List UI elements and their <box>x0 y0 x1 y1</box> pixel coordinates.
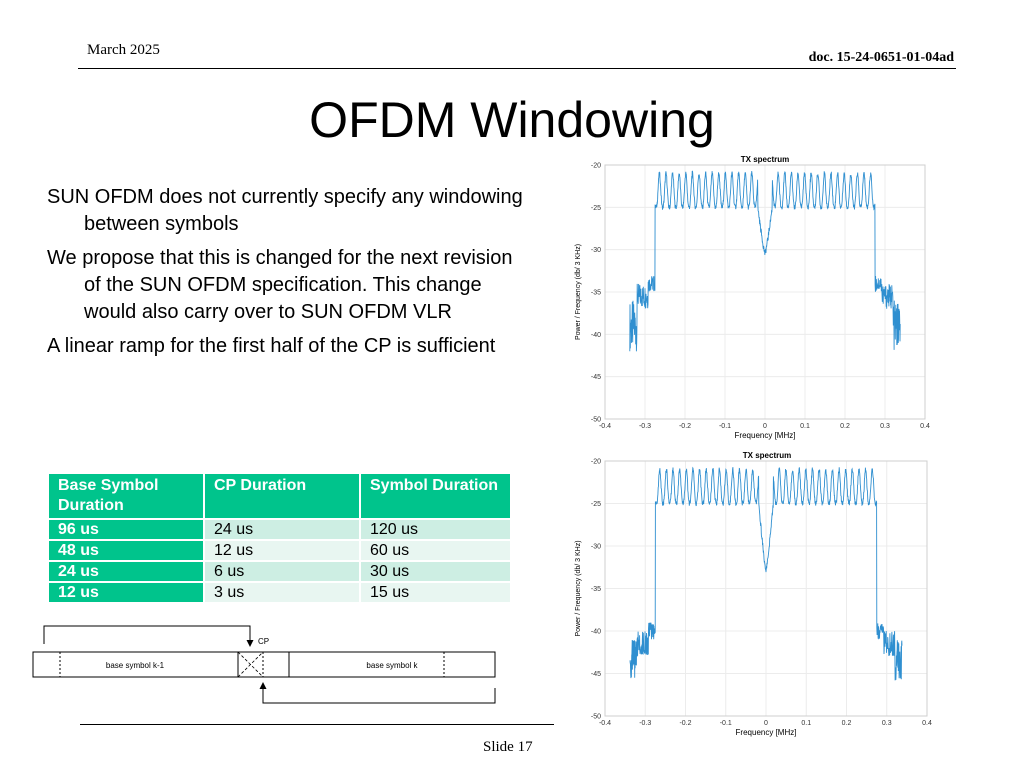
y-tick-label: -20 <box>591 163 601 170</box>
y-tick-label: -30 <box>591 247 601 254</box>
cp-window-diagram: CP base symbol k-1 base symbol k <box>32 625 496 704</box>
table-cell: 96 us <box>47 518 205 541</box>
x-tick-label: -0.1 <box>719 423 731 430</box>
slide-number: Slide 17 <box>483 739 533 755</box>
y-tick-label: -30 <box>591 544 601 551</box>
chart-title: TX spectrum <box>741 155 789 164</box>
table-row: 96 us 24 us 120 us <box>47 518 512 541</box>
tx-spectrum-chart-1: TX spectrum -20-25-30-35-40-45-50 -0.4 -0… <box>575 155 930 440</box>
cp-label: CP <box>258 637 269 646</box>
y-tick-label: -35 <box>591 290 601 297</box>
x-tick-labels: -0.4 -0.3 -0.2 -0.1 0 0.1 0.2 0.3 0.4 <box>599 720 932 727</box>
y-tick-label: -45 <box>591 671 601 678</box>
table-cell: 48 us <box>47 539 205 562</box>
bullet-item: SUN OFDM does not currently specify any … <box>47 186 523 235</box>
x-tick-label: -0.2 <box>679 720 691 727</box>
y-tick-label: -40 <box>591 332 601 339</box>
table-header-cell: CP Duration <box>203 472 361 520</box>
table-cell: 6 us <box>203 560 361 583</box>
chart-title: TX spectrum <box>743 451 791 460</box>
y-tick-label: -35 <box>591 586 601 593</box>
table-cell: 15 us <box>359 581 512 604</box>
x-tick-label: -0.2 <box>679 423 691 430</box>
spectrum-line <box>629 170 901 352</box>
bullet-list: SUN OFDM does not currently specify any … <box>47 184 527 367</box>
table-cell: 3 us <box>203 581 361 604</box>
plot-frame <box>604 164 926 420</box>
y-axis-label: Power / Frequency (db/ 3 KHz) <box>575 540 582 636</box>
y-tick-label: -40 <box>591 629 601 636</box>
slide-title: OFDM Windowing <box>309 92 715 148</box>
block-label-k: base symbol k <box>366 661 418 670</box>
x-tick-label: 0.1 <box>801 720 811 727</box>
header-divider <box>78 68 956 69</box>
chart-grid <box>604 164 926 420</box>
x-axis-label: Frequency [MHz] <box>736 728 797 737</box>
table-row: 12 us 3 us 15 us <box>47 581 512 604</box>
x-tick-label: -0.1 <box>720 720 732 727</box>
y-tick-label: -50 <box>591 417 601 424</box>
x-tick-label: -0.4 <box>599 720 611 727</box>
table-header-cell: Symbol Duration <box>359 472 512 520</box>
tx-spectrum-chart-2: TX spectrum -20-25-30-35-40-45-50 -0.4 -0… <box>575 451 932 737</box>
header-date: March 2025 <box>87 42 160 58</box>
table-header-cell: Base Symbol Duration <box>47 472 205 520</box>
table-cell: 24 us <box>203 518 361 541</box>
x-tick-label: 0 <box>763 423 767 430</box>
x-tick-label: 0.1 <box>800 423 810 430</box>
table-cell: 12 us <box>47 581 205 604</box>
y-tick-labels: -20 -25 -30 -35 -40 -45 -50 <box>591 459 601 721</box>
plot-frame <box>604 460 928 717</box>
spectrum-line <box>629 466 903 681</box>
y-tick-label: -25 <box>591 501 601 508</box>
y-axis-label: Power / Frequency (db/ 3 KHz) <box>575 244 582 340</box>
table-row: 24 us 6 us 30 us <box>47 560 512 583</box>
durations-table: Base Symbol Duration CP Duration Symbol … <box>47 472 512 604</box>
x-tick-label: 0 <box>764 720 768 727</box>
x-tick-labels: -0.4 -0.3 -0.2 -0.1 0 0.1 0.2 0.3 0.4 <box>599 423 930 430</box>
x-tick-label: 0.2 <box>840 423 850 430</box>
cp-copy-arrow-top <box>43 625 254 647</box>
table-row: 48 us 12 us 60 us <box>47 539 512 562</box>
y-tick-label: -45 <box>591 374 601 381</box>
bullet-item: We propose that this is changed for the … <box>47 247 513 323</box>
y-tick-label: -20 <box>591 459 601 466</box>
chart-grid <box>604 460 928 717</box>
bullet-item: A linear ramp for the first half of the … <box>47 335 496 357</box>
table-cell: 60 us <box>359 539 512 562</box>
y-tick-label: -25 <box>591 205 601 212</box>
x-tick-label: -0.3 <box>639 423 651 430</box>
x-tick-label: -0.4 <box>599 423 611 430</box>
table-cell: 30 us <box>359 560 512 583</box>
x-tick-label: 0.4 <box>920 423 930 430</box>
x-tick-label: -0.3 <box>639 720 651 727</box>
x-tick-label: 0.3 <box>880 423 890 430</box>
x-tick-label: 0.4 <box>922 720 932 727</box>
x-axis-label: Frequency [MHz] <box>735 431 796 440</box>
cp-copy-arrow-bottom <box>259 682 496 704</box>
block-label-k-1: base symbol k-1 <box>106 661 165 670</box>
y-tick-labels: -20 -25 -30 -35 -40 -45 -50 <box>591 163 601 424</box>
table-header-row: Base Symbol Duration CP Duration Symbol … <box>47 472 512 520</box>
footer-divider <box>80 724 554 725</box>
x-tick-label: 0.3 <box>882 720 892 727</box>
table-cell: 120 us <box>359 518 512 541</box>
table-cell: 24 us <box>47 560 205 583</box>
x-tick-label: 0.2 <box>842 720 852 727</box>
table-cell: 12 us <box>203 539 361 562</box>
header-doc-id: doc. 15-24-0651-01-04ad <box>808 50 954 65</box>
y-tick-label: -50 <box>591 714 601 721</box>
window-ramp-up <box>237 651 264 678</box>
